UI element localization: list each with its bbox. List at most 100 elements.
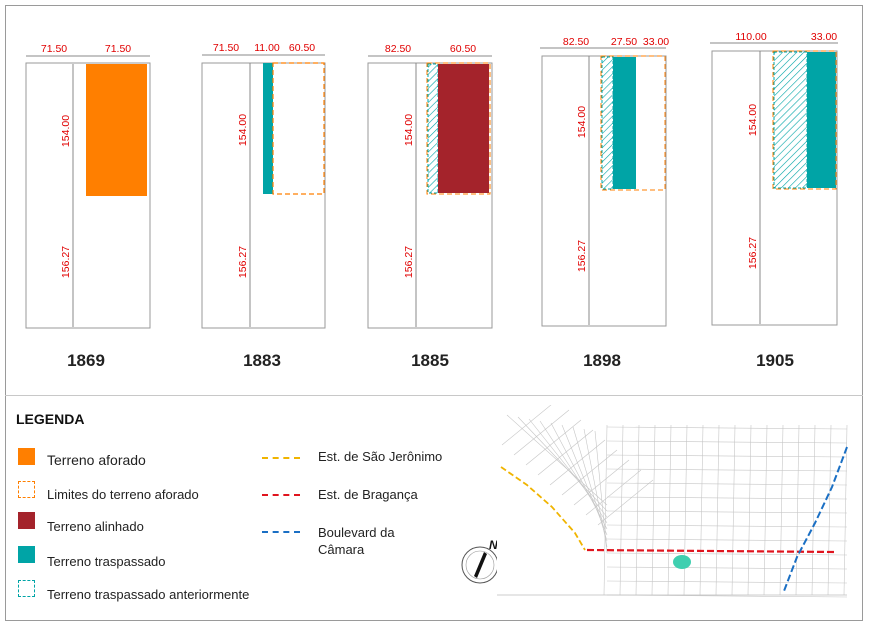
side-dim-1: 154.00 xyxy=(60,115,72,147)
terreno-traspassado xyxy=(807,52,836,188)
city-map xyxy=(497,405,859,605)
map-street xyxy=(517,416,608,512)
map-street xyxy=(635,424,640,596)
terreno-traspassado-anteriormente xyxy=(601,56,614,190)
lot-outline xyxy=(25,62,151,329)
panel-1883: 71.50 11.00 60.50 154.00 156.27 xyxy=(201,42,326,329)
lot-location-marker xyxy=(673,555,691,569)
map-street xyxy=(619,424,624,596)
top-dim-1: 82.50 xyxy=(563,36,589,48)
top-dim-1: 71.50 xyxy=(213,42,239,54)
side-dim-1: 154.00 xyxy=(747,104,759,136)
top-dim-2: 60.50 xyxy=(450,43,476,55)
top-dim-1: 71.50 xyxy=(41,43,67,55)
map-street xyxy=(606,468,848,472)
year-label-1898: 1898 xyxy=(583,351,621,370)
map-street xyxy=(528,418,608,518)
top-dim-2: 11.00 xyxy=(254,42,280,54)
map-street xyxy=(606,440,848,444)
map-street xyxy=(606,426,848,430)
map-street xyxy=(651,424,656,596)
road-braganca xyxy=(586,548,838,554)
map-street xyxy=(606,580,848,584)
year-label-1885: 1885 xyxy=(411,351,449,370)
map-street xyxy=(513,409,570,456)
side-dim-2: 156.27 xyxy=(576,240,588,272)
side-dim-2: 156.27 xyxy=(60,246,72,278)
side-dim-2: 156.27 xyxy=(403,246,415,278)
terreno-traspassado xyxy=(613,57,636,189)
map-street xyxy=(606,538,848,542)
section-divider xyxy=(5,395,863,396)
map-street xyxy=(583,428,608,548)
map-street xyxy=(827,424,832,596)
side-dim-2: 156.27 xyxy=(747,237,759,269)
map-street xyxy=(501,405,552,446)
limites-terreno-aforado xyxy=(272,62,325,195)
terreno-traspassado-anteriormente xyxy=(773,51,808,189)
map-street xyxy=(597,479,654,526)
limites-terreno-aforado xyxy=(600,55,666,191)
map-street xyxy=(606,496,848,500)
legend-terreno-traspassado-anteriormente: Terreno traspassado anteriormente xyxy=(47,587,250,602)
map-street xyxy=(506,414,608,506)
side-dim-1: 154.00 xyxy=(576,106,588,138)
top-dim-3: 60.50 xyxy=(289,42,315,54)
side-dim-1: 154.00 xyxy=(237,114,249,146)
legend-limites-terreno-aforado: Limites do terreno aforado xyxy=(47,487,199,502)
top-dim-3: 33.00 xyxy=(643,36,669,48)
legend-boulevard-line2: Câmara xyxy=(318,542,365,557)
map-street xyxy=(811,424,816,596)
top-dim-2: 71.50 xyxy=(105,43,131,55)
legend-boulevard-line1: Boulevard da xyxy=(318,525,395,540)
map-street xyxy=(763,424,768,596)
road-sao-jeronimo xyxy=(500,466,586,551)
lot-diagrams: 71.50 71.50 154.00 156.27 71.50 11.00 60… xyxy=(25,31,838,329)
map-street xyxy=(747,424,752,596)
top-dim-1: 82.50 xyxy=(385,43,411,55)
map-street xyxy=(539,420,608,524)
legend-sao-jeronimo: Est. de São Jerônimo xyxy=(318,449,443,464)
limites-terreno-aforado xyxy=(772,50,837,190)
map-street xyxy=(525,419,582,466)
terreno-traspassado xyxy=(263,63,273,194)
top-dim-2: 33.00 xyxy=(811,31,837,43)
terreno-alinhado xyxy=(438,64,489,193)
top-dim-1: 110.00 xyxy=(735,31,766,43)
side-dim-1: 154.00 xyxy=(403,114,415,146)
terreno-traspassado-anteriormente xyxy=(427,63,439,194)
swatch-terreno-traspassado-anteriormente xyxy=(18,580,35,597)
terreno-aforado xyxy=(86,64,147,196)
map-street xyxy=(731,424,736,596)
map-street xyxy=(585,469,642,516)
road-boulevard-camara xyxy=(783,446,848,592)
map-street xyxy=(795,424,800,596)
map-street xyxy=(606,510,848,514)
compass-north-label: N xyxy=(489,538,498,552)
map-street xyxy=(606,482,848,486)
limites-terreno-aforado xyxy=(426,62,491,195)
panel-1869: 71.50 71.50 154.00 156.27 xyxy=(25,43,151,329)
map-street xyxy=(606,524,848,528)
map-street xyxy=(606,566,848,570)
year-label-1883: 1883 xyxy=(243,351,281,370)
year-label-1869: 1869 xyxy=(67,351,105,370)
map-street xyxy=(606,552,848,556)
map-street xyxy=(594,430,608,554)
line-sample-boulevard xyxy=(262,531,300,533)
top-dim-2: 27.50 xyxy=(611,36,637,48)
year-label-1905: 1905 xyxy=(756,351,794,370)
line-sample-braganca xyxy=(262,494,300,496)
map-street xyxy=(715,424,720,596)
legend-braganca: Est. de Bragança xyxy=(318,487,418,502)
swatch-terreno-traspassado xyxy=(18,546,35,563)
map-street xyxy=(561,449,618,496)
panel-1885: 82.50 60.50 154.00 156.27 xyxy=(367,43,493,329)
line-sample-sao-jeronimo xyxy=(262,457,300,459)
side-dim-2: 156.27 xyxy=(237,246,249,278)
legend-terreno-alinhado: Terreno alinhado xyxy=(47,519,144,534)
panel-1898: 82.50 27.50 33.00 154.00 156.27 xyxy=(540,36,669,327)
legend-title: LEGENDA xyxy=(16,411,85,427)
panel-1905: 110.00 33.00 154.00 156.27 xyxy=(710,31,838,326)
map-street xyxy=(537,429,594,476)
